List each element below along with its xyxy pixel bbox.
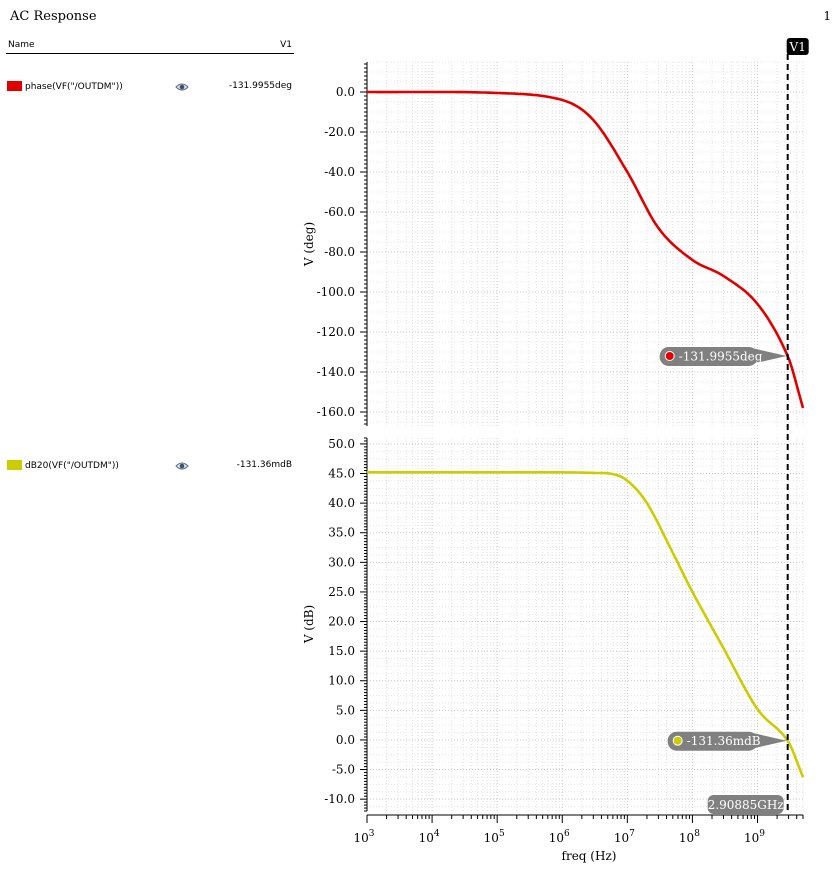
x-tick-label: 108 <box>679 829 700 845</box>
cursor-frequency-label: 2.90885GHz <box>708 798 784 812</box>
x-tick-label: 109 <box>744 829 765 845</box>
db20-y-tick-label: 10.0 <box>328 674 355 688</box>
axes-layer: 0.0 -20.0 -40.0 -60.0 -80.0 -100.0 -120.0 -140.… <box>302 62 804 863</box>
phase-y-tick-label: -100.0 <box>317 285 355 299</box>
phase-y-tick-label: -160.0 <box>317 405 355 419</box>
db20-y-tick-label: 50.0 <box>328 437 355 451</box>
grid-layer <box>366 61 804 811</box>
phase-y-tick-label: -120.0 <box>317 325 355 339</box>
phase-curve[interactable] <box>367 90 805 409</box>
phase-callout-box <box>659 346 758 366</box>
db20-y-axis-title: V (dB) <box>302 605 316 644</box>
phase-callout-label: -131.9955deg <box>679 349 763 363</box>
db20-y-tick-label: 25.0 <box>328 585 355 599</box>
db20-y-tick-label: -5.0 <box>332 763 355 777</box>
legend-row-db20[interactable]: dB20(VF("/OUTDM")) -131.36mdB <box>6 460 294 474</box>
curves-layer <box>367 90 805 778</box>
db20-y-tick-label: 30.0 <box>328 555 355 569</box>
phase-y-tick-label: -20.0 <box>324 125 355 139</box>
phase-y-tick-label: -60.0 <box>324 205 355 219</box>
x-tick-label: 106 <box>549 829 570 845</box>
legend-header: Name V1 <box>6 40 294 54</box>
eye-icon[interactable] <box>175 81 189 93</box>
window-title: AC Response <box>10 9 97 24</box>
x-tick-label: 105 <box>484 829 505 845</box>
legend-name-column-header: Name <box>8 40 35 50</box>
legend-cursor-column-header: V1 <box>280 40 292 50</box>
db20-callout-label: -131.36mdB <box>687 734 761 748</box>
cursor-layer[interactable]: V1 2.90885GHz -131.9955deg -131.36mdB <box>659 38 809 814</box>
phase-callout-marker <box>664 350 675 361</box>
eye-icon[interactable] <box>175 460 189 472</box>
db20-color-swatch[interactable] <box>7 460 22 470</box>
phase-y-tick-label: -40.0 <box>324 165 355 179</box>
db20-y-tick-label: 0.0 <box>336 733 355 747</box>
phase-signal-name[interactable]: phase(VF("/OUTDM")) <box>25 82 123 92</box>
x-tick-label: 107 <box>614 829 635 845</box>
phase-color-swatch[interactable] <box>7 81 22 91</box>
x-tick-label: 104 <box>419 829 440 845</box>
phase-y-axis-title: V (deg) <box>302 222 316 267</box>
db20-cursor-value: -131.36mdB <box>236 460 292 470</box>
cursor-frequency-tag <box>707 795 784 814</box>
cursor-badge[interactable] <box>786 38 809 55</box>
phase-y-tick-label: -80.0 <box>324 245 355 259</box>
db20-callout-pointer <box>751 732 787 749</box>
phase-y-tick-label: 0.0 <box>336 85 355 99</box>
x-axis-title: freq (Hz) <box>562 849 617 863</box>
db20-callout-box <box>667 731 758 751</box>
db20-callout-marker <box>672 735 683 746</box>
db20-y-tick-label: 35.0 <box>328 526 355 540</box>
legend-row-phase[interactable]: phase(VF("/OUTDM")) -131.9955deg <box>6 81 294 95</box>
phase-cursor-value: -131.9955deg <box>228 81 292 91</box>
x-tick-label: 103 <box>353 829 374 845</box>
phase-callout-pointer <box>751 347 787 364</box>
db20-signal-name[interactable]: dB20(VF("/OUTDM")) <box>25 461 119 471</box>
page-number: 1 <box>823 9 831 23</box>
cursor-badge-label[interactable]: V1 <box>789 40 806 54</box>
db20-y-tick-label: 15.0 <box>328 644 355 658</box>
db20-y-tick-label: -10.0 <box>324 792 355 806</box>
db20-y-tick-label: 5.0 <box>336 703 355 717</box>
db20-y-tick-label: 40.0 <box>328 496 355 510</box>
db20-curve[interactable] <box>367 471 805 778</box>
db20-y-tick-label: 20.0 <box>328 615 355 629</box>
db20-y-tick-label: 45.0 <box>328 467 355 481</box>
phase-y-tick-label: -140.0 <box>317 365 355 379</box>
